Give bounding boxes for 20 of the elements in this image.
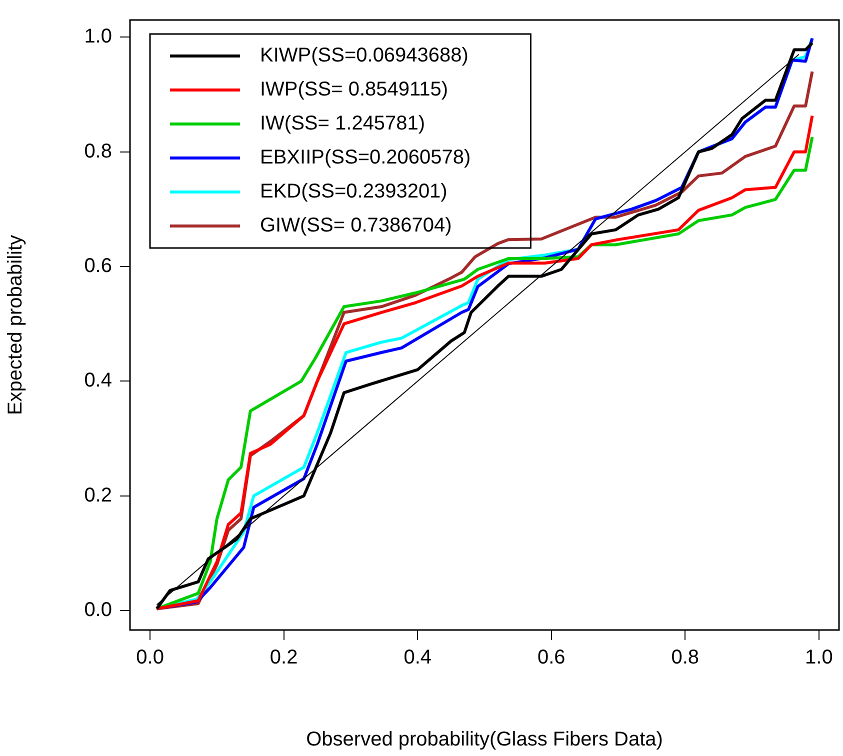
- legend-label: IWP(SS= 0.8549115): [260, 78, 448, 101]
- y-tick-label: 0.0: [84, 599, 112, 622]
- y-tick-label: 0.8: [84, 140, 112, 162]
- legend-label: KIWP(SS=0.06943688): [260, 44, 468, 67]
- x-tick-label: 1.0: [805, 646, 833, 669]
- y-tick-label: 0.6: [84, 255, 112, 278]
- legend-label: IW(SS= 1.245781): [260, 112, 426, 135]
- legend-label: EBXIIP(SS=0.2060578): [260, 146, 471, 169]
- y-tick-label: 0.2: [84, 484, 112, 506]
- y-tick-label: 0.4: [84, 370, 112, 392]
- x-tick-label: 0.2: [270, 646, 298, 669]
- x-tick-label: 0.0: [136, 646, 164, 669]
- legend-label: EKD(SS=0.2393201): [260, 180, 448, 203]
- x-tick-label: 0.6: [537, 646, 566, 669]
- legend-label: GIW(SS= 0.7386704): [260, 214, 452, 237]
- x-tick-label: 0.8: [671, 646, 700, 669]
- y-tick-label: 1.0: [84, 26, 112, 48]
- x-tick-label: 0.4: [404, 646, 432, 669]
- x-axis-title: Observed probability(Glass Fibers Data): [306, 728, 663, 751]
- y-axis-title: Expected probability: [4, 234, 27, 416]
